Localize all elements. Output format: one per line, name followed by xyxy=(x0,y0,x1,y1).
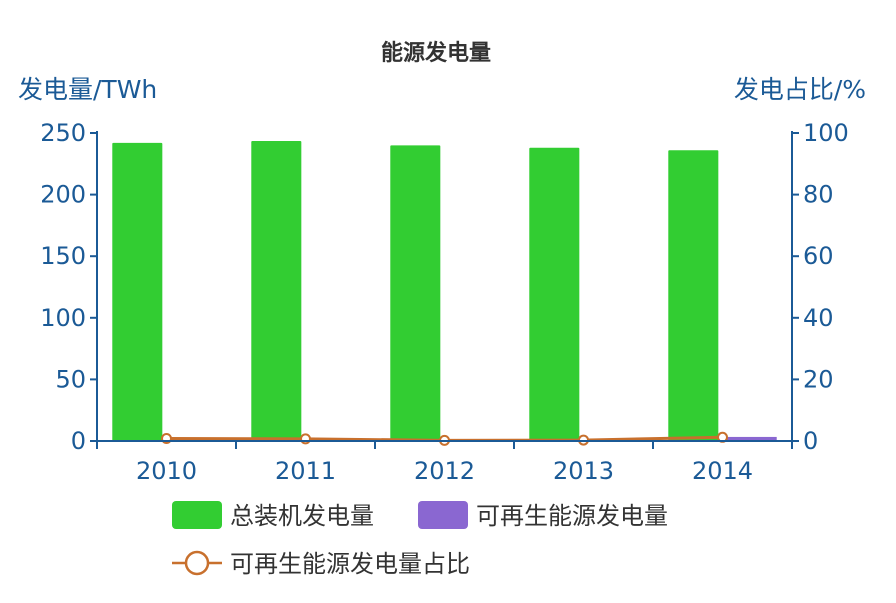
x-tick-label-2011: 2011 xyxy=(275,457,336,485)
bar-renewable-2014 xyxy=(726,436,777,441)
x-tick-label-2012: 2012 xyxy=(414,457,475,485)
y-left-tick-label: 100 xyxy=(40,304,86,332)
y-left-tick-label: 50 xyxy=(55,365,86,393)
bar-total-2012 xyxy=(390,145,441,441)
legend-swatch-renewable xyxy=(418,501,468,529)
legend-label-renewable: 可再生能源发电量 xyxy=(476,502,668,530)
legend-item-renewable-share[interactable]: 可再生能源发电量占比 xyxy=(172,550,470,578)
y-right-tick-label: 40 xyxy=(803,304,834,332)
bar-total-2014 xyxy=(668,150,719,442)
y-right-tick-label: 0 xyxy=(803,427,818,455)
y-axis-right-label: 发电占比/% xyxy=(734,75,866,104)
legend-item-total[interactable]: 总装机发电量 xyxy=(172,501,374,530)
legend: 总装机发电量 可再生能源发电量 可再生能源发电量占比 xyxy=(172,501,668,578)
bar-total-2011 xyxy=(251,141,302,441)
axes-layer: 0 50 100 150 200 250 0 20 40 60 80 100 2010 2011 2012 2… xyxy=(40,119,849,485)
legend-label-renewable-share: 可再生能源发电量占比 xyxy=(230,550,470,578)
legend-swatch-marker xyxy=(184,550,210,576)
y-right-tick-label: 80 xyxy=(803,181,834,209)
y-right-tick-label: 100 xyxy=(803,119,849,147)
y-right-tick-label: 20 xyxy=(803,365,834,393)
line-layer xyxy=(161,431,728,446)
legend-label-total: 总装机发电量 xyxy=(230,502,374,530)
legend-item-renewable[interactable]: 可再生能源发电量 xyxy=(418,501,668,530)
bar-total-2013 xyxy=(529,147,580,441)
x-tick-label-2014: 2014 xyxy=(692,457,753,485)
y-left-tick-label: 250 xyxy=(40,119,86,147)
x-tick-label-2013: 2013 xyxy=(553,457,614,485)
bars-layer xyxy=(112,141,777,442)
y-right-tick-label: 60 xyxy=(803,242,834,270)
bar-total-2010 xyxy=(112,142,163,441)
y-left-tick-label: 0 xyxy=(71,427,86,455)
chart-title: 能源发电量 xyxy=(381,40,491,66)
x-tick-label-2010: 2010 xyxy=(136,457,197,485)
y-left-tick-label: 150 xyxy=(40,242,86,270)
y-axis-left-label: 发电量/TWh xyxy=(18,75,157,104)
y-left-tick-label: 200 xyxy=(40,181,86,209)
legend-swatch-total xyxy=(172,501,222,529)
